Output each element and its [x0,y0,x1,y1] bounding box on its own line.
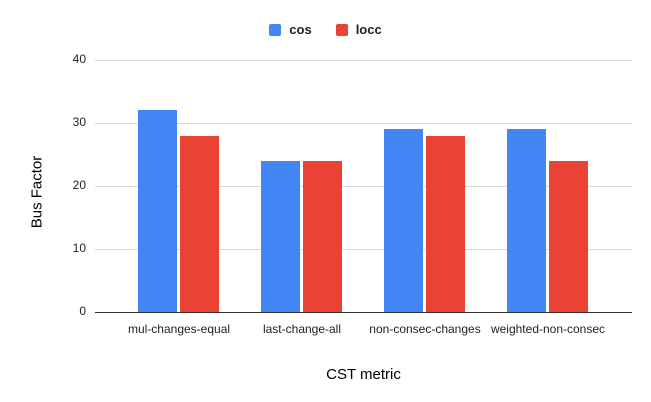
gridline [95,186,632,187]
bar-cos-mul-changes-equal [138,110,177,312]
bar-locc-weighted-non-consec [549,161,588,312]
bar-cos-non-consec-changes [384,129,423,312]
x-axis-title: CST metric [326,366,401,383]
x-axis-baseline [95,312,632,313]
x-tick-label: non-consec-changes [369,322,481,336]
legend-swatch-cos [269,23,282,36]
legend-label-cos: cos [289,22,312,37]
x-tick-label: weighted-non-consec [490,322,606,336]
bar-locc-mul-changes-equal [180,136,219,312]
x-tick-label: last-change-all [262,322,342,336]
y-tick-label: 10 [72,241,86,255]
gridline [95,123,632,124]
legend-swatch-locc [335,23,348,36]
gridline [95,60,632,61]
legend-item-locc: locc [335,22,382,37]
y-tick-label: 40 [72,52,86,66]
bar-cos-last-change-all [261,161,300,312]
bar-cos-weighted-non-consec [507,129,546,312]
y-tick-label: 0 [79,304,86,318]
y-tick-label: 30 [72,115,86,129]
chart-legend: cos locc [0,22,651,37]
gridline [95,249,632,250]
y-axis-title: Bus Factor [28,155,46,229]
x-tick-label: mul-changes-equal [127,322,231,336]
y-tick-label: 20 [72,178,86,192]
plot-area [95,60,632,313]
bar-locc-last-change-all [303,161,342,312]
bar-locc-non-consec-changes [426,136,465,312]
legend-item-cos: cos [269,22,312,37]
legend-label-locc: locc [355,22,382,37]
